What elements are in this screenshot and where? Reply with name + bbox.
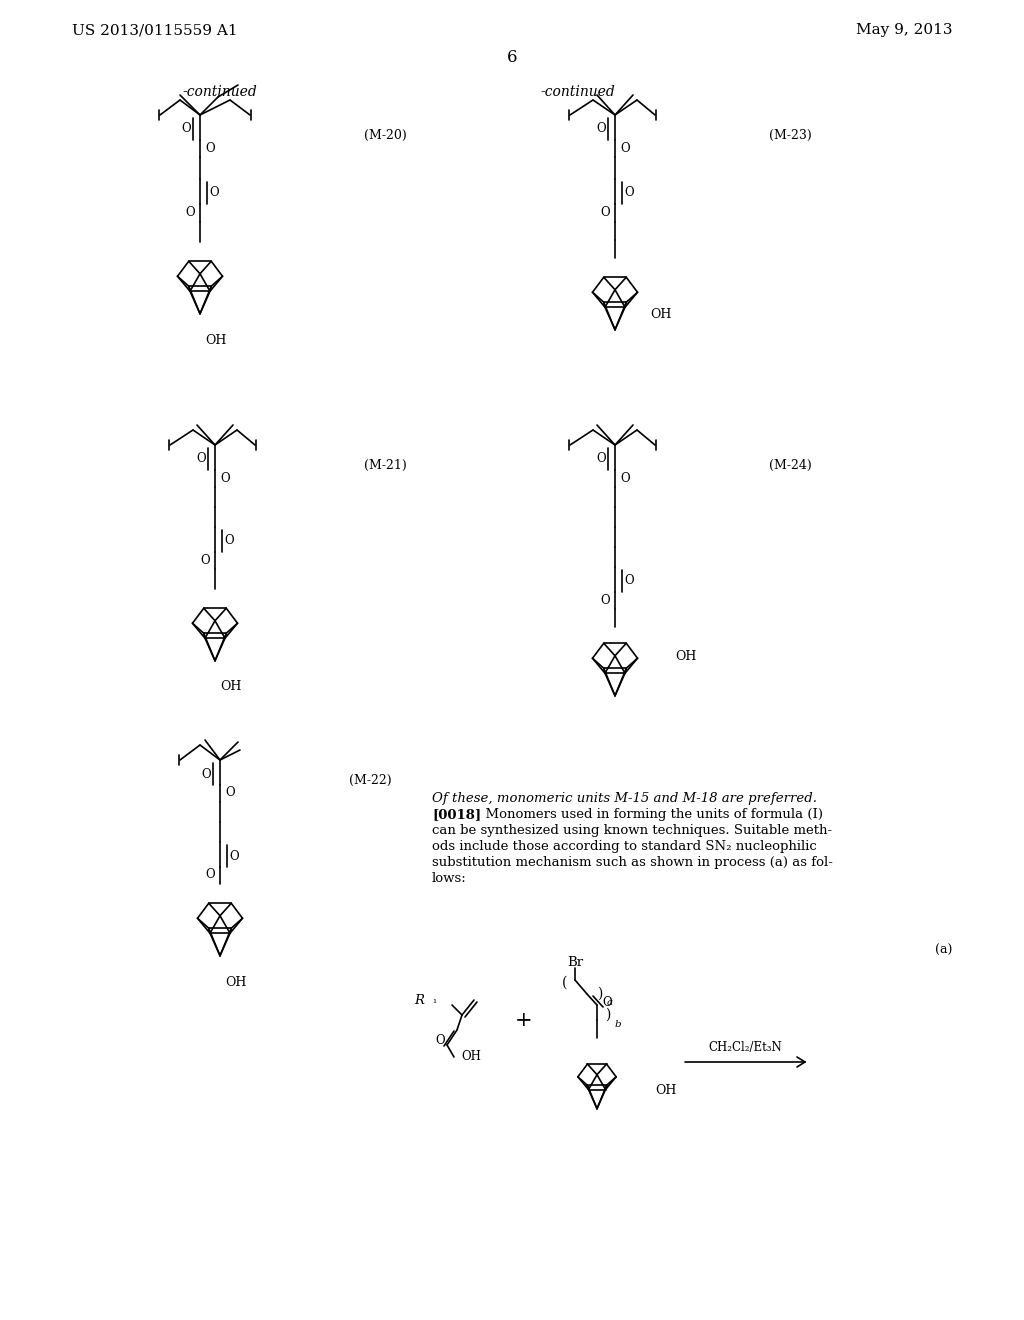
Text: lows:: lows: <box>432 873 467 884</box>
Text: (a): (a) <box>935 944 952 957</box>
Text: O: O <box>205 141 215 154</box>
Text: O: O <box>181 123 190 136</box>
Text: O: O <box>225 787 234 800</box>
Text: CH₂Cl₂/Et₃N: CH₂Cl₂/Et₃N <box>709 1041 782 1055</box>
Text: Br: Br <box>567 956 583 969</box>
Text: OH: OH <box>225 975 247 989</box>
Text: -continued: -continued <box>182 84 257 99</box>
Text: (M-21): (M-21) <box>364 458 407 471</box>
Text: OH: OH <box>205 334 226 346</box>
Text: 6: 6 <box>507 49 517 66</box>
Text: OH: OH <box>675 651 696 664</box>
Text: OH: OH <box>650 308 672 321</box>
Text: ): ) <box>605 1008 610 1022</box>
Text: -continued: -continued <box>541 84 615 99</box>
Text: O: O <box>435 1034 444 1047</box>
Text: (: ( <box>562 975 567 990</box>
Text: substitution mechanism such as shown in process (a) as fol-: substitution mechanism such as shown in … <box>432 855 833 869</box>
Text: (M-24): (M-24) <box>769 458 811 471</box>
Text: O: O <box>621 471 630 484</box>
Text: O: O <box>600 206 610 219</box>
Text: ₁: ₁ <box>432 997 436 1005</box>
Text: b: b <box>615 1020 622 1030</box>
Text: Of these, monomeric units M-15 and M-18 are preferred.: Of these, monomeric units M-15 and M-18 … <box>432 792 817 805</box>
Text: US 2013/0115559 A1: US 2013/0115559 A1 <box>72 22 238 37</box>
Text: [0018]: [0018] <box>432 808 481 821</box>
Text: O: O <box>200 553 210 566</box>
Text: (M-23): (M-23) <box>769 128 811 141</box>
Text: ): ) <box>597 987 602 1001</box>
Text: (M-20): (M-20) <box>364 128 407 141</box>
Text: (M-22): (M-22) <box>349 774 391 787</box>
Text: O: O <box>600 594 610 606</box>
Text: OH: OH <box>220 681 242 693</box>
Text: O: O <box>625 186 634 199</box>
Text: O: O <box>197 453 206 466</box>
Text: Monomers used in forming the units of formula (I): Monomers used in forming the units of fo… <box>477 808 823 821</box>
Text: O: O <box>602 997 611 1010</box>
Text: May 9, 2013: May 9, 2013 <box>855 22 952 37</box>
Text: O: O <box>625 574 634 587</box>
Text: O: O <box>596 123 606 136</box>
Text: O: O <box>596 453 606 466</box>
Text: O: O <box>224 535 233 548</box>
Text: ods include those according to standard SN₂ nucleophilic: ods include those according to standard … <box>432 840 817 853</box>
Text: O: O <box>209 186 219 199</box>
Text: O: O <box>205 869 215 882</box>
Text: R: R <box>414 994 424 1006</box>
Text: O: O <box>621 141 630 154</box>
Text: OH: OH <box>461 1051 481 1064</box>
Text: OH: OH <box>655 1084 677 1097</box>
Text: can be synthesized using known techniques. Suitable meth-: can be synthesized using known technique… <box>432 824 833 837</box>
Text: O: O <box>229 850 239 862</box>
Text: O: O <box>185 206 195 219</box>
Text: +: + <box>515 1011 532 1030</box>
Text: O: O <box>220 471 229 484</box>
Text: O: O <box>201 767 211 780</box>
Text: a: a <box>607 998 613 1007</box>
